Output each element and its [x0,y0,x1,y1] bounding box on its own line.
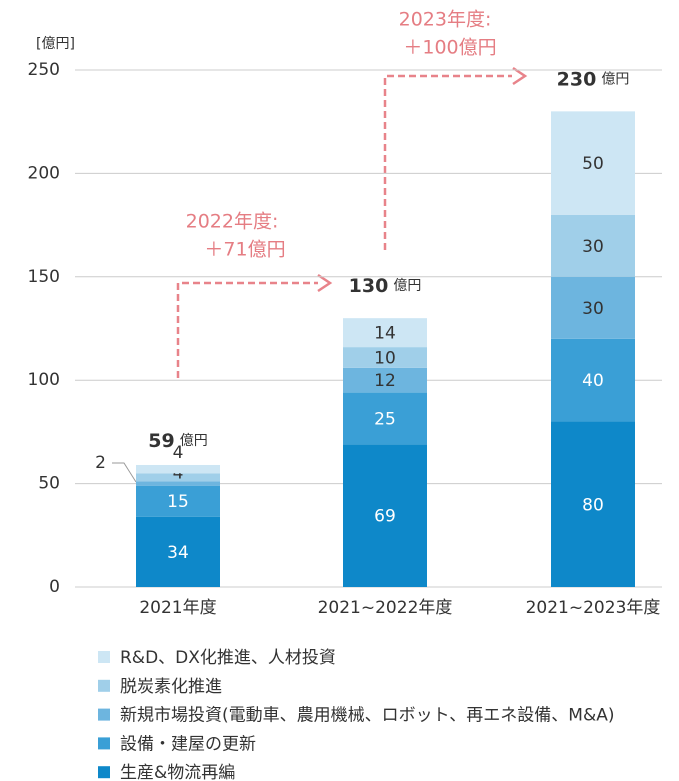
legend-swatch [98,708,110,721]
leader-line [112,462,137,483]
total-value: 130 [349,275,389,297]
y-tick-label: 200 [28,163,60,183]
bar-segment [551,338,635,422]
bar-segment [136,485,220,517]
arrow-2 [383,74,512,250]
bar-segment [551,214,635,277]
value-label: 10 [374,348,396,368]
total-label: 59 億円 [148,429,207,451]
bar-segment [136,473,220,482]
x-tick-label: 2021~2023年度 [526,598,661,618]
total-unit: 億円 [180,433,208,449]
arrow-head [317,273,333,293]
bar-segment [551,111,635,215]
value-label: 34 [167,543,189,563]
legend-swatch [98,651,110,663]
bar-segment [136,464,220,474]
legend-swatch [98,766,110,779]
legend-label: 設備・建屋の更新 [120,734,256,754]
bar-segment [343,392,427,445]
value-label: 25 [374,409,396,429]
annotation: 2022年度: [186,211,279,233]
x-tick-label: 2021~2022年度 [318,598,453,618]
legend-swatch [98,737,110,750]
bar-segment [343,444,427,587]
total-value: 59 [148,429,174,451]
legend-label: R&D、DX化推進、人材投資 [120,648,336,668]
total-unit: 億円 [601,71,629,87]
annotation: ＋100億円 [403,37,496,59]
y-tick-label: 100 [28,370,60,390]
value-label: 14 [374,324,396,344]
bar-segment [551,276,635,339]
value-label: 69 [374,507,396,527]
bar-segment [343,347,427,368]
y-unit: [億円] [36,36,75,52]
value-label: 2 [95,453,106,473]
bar-segment [551,421,635,587]
total-unit: 億円 [393,278,421,294]
annotation: 2023年度: [399,9,492,31]
arrow-1 [176,281,318,378]
value-label: 50 [582,154,604,174]
arrow-heads [317,66,528,293]
value-label: 12 [374,371,396,391]
bar-segment [136,516,220,587]
legend-swatch [98,679,110,692]
total-label: 230 億円 [557,68,630,90]
arrows [176,74,512,378]
bar-segment [343,367,427,393]
y-tick-label: 50 [38,474,60,494]
annotation: ＋71億円 [204,239,285,261]
y-tick-label: 250 [28,60,60,80]
value-label: 30 [582,299,604,319]
bar-segment [136,481,220,486]
value-label: 4 [173,443,184,463]
y-tick-label: 150 [28,267,60,287]
total-label: 130 億円 [349,275,422,297]
y-tick-label: 0 [49,577,60,597]
value-label: 15 [167,492,189,512]
total-value: 230 [557,68,597,90]
x-tick-label: 2021年度 [139,598,216,618]
legend-label: 新規市場投資(電動車、農用機械、ロボット、再エネ設備、M&A) [120,706,614,726]
legend-label: 生産&物流再編 [120,763,235,781]
legend-label: 脱炭素化推進 [120,677,222,697]
arrow-head [512,66,528,86]
value-label: 30 [582,237,604,257]
bar-segment [343,318,427,348]
value-label: 4 [173,463,184,483]
value-label: 80 [582,495,604,515]
value-label: 40 [582,371,604,391]
